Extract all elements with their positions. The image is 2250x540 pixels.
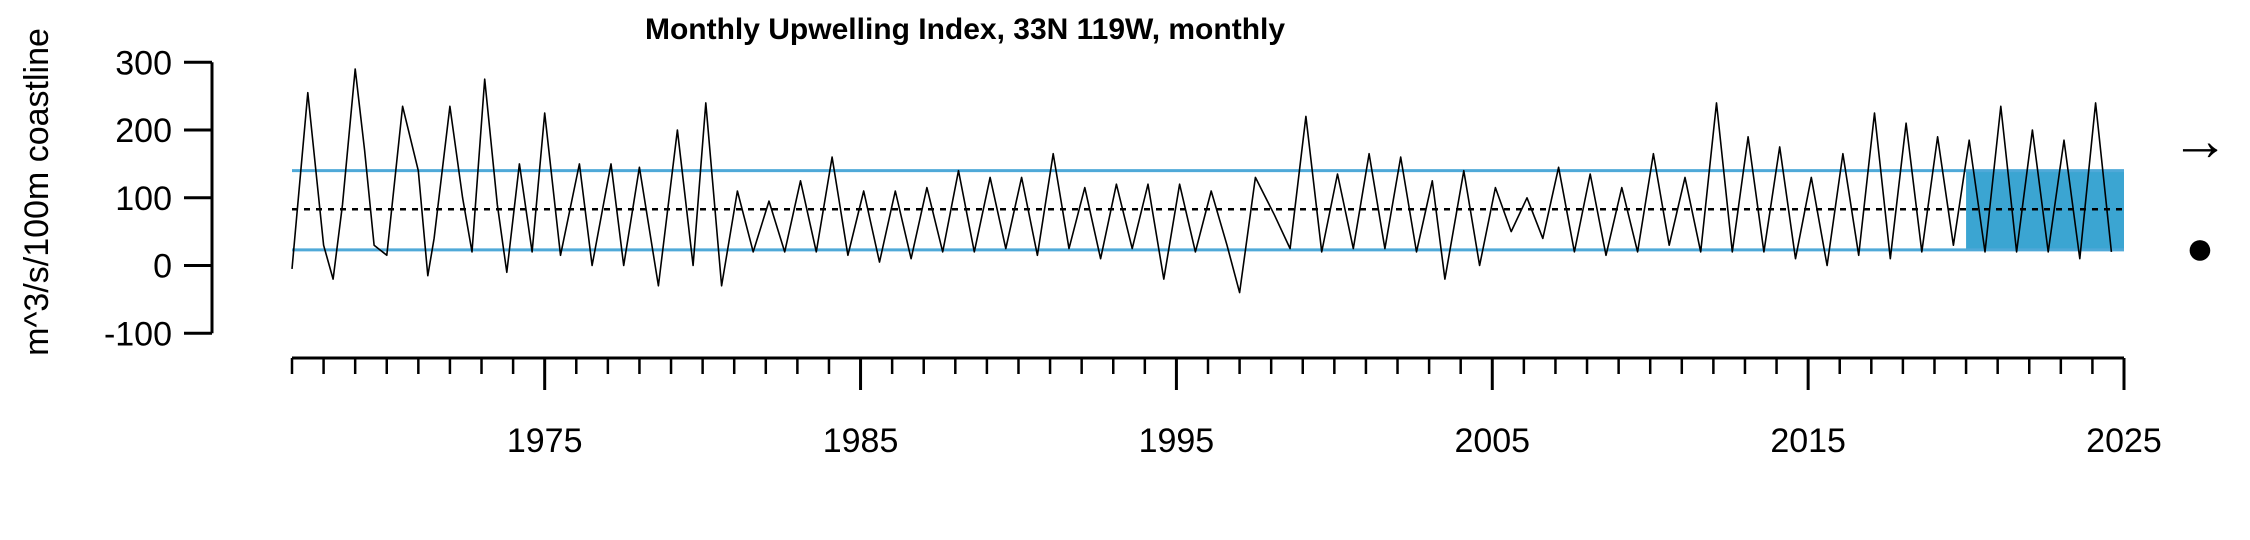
plot-area	[291, 68, 2124, 294]
y-tick-label: -100	[104, 315, 172, 353]
y-axis: -100 0 100 200 300	[104, 44, 214, 353]
status-dot-icon: ●	[2186, 222, 2215, 275]
y-tick-label: 100	[115, 180, 172, 218]
y-tick-label: 0	[153, 248, 172, 286]
y-tick-label: 300	[115, 44, 172, 82]
x-tick-label: 2005	[1454, 422, 1530, 460]
x-tick-label: 1975	[507, 422, 583, 460]
x-tick-label: 2015	[1770, 422, 1846, 460]
x-axis: 1975 1985 1995 2005 2015 2025	[290, 356, 2162, 460]
series-line-1	[291, 68, 2113, 294]
trend-arrow-icon: →	[2171, 108, 2229, 173]
y-tick-label: 200	[115, 112, 172, 150]
x-tick-label: 1985	[823, 422, 899, 460]
chart-title: Monthly Upwelling Index, 33N 119W, month…	[645, 13, 1285, 46]
x-tick-label: 2025	[2086, 422, 2162, 460]
x-tick-label: 1995	[1139, 422, 1215, 460]
y-axis-label: m^3/s/100m coastline	[18, 28, 56, 356]
